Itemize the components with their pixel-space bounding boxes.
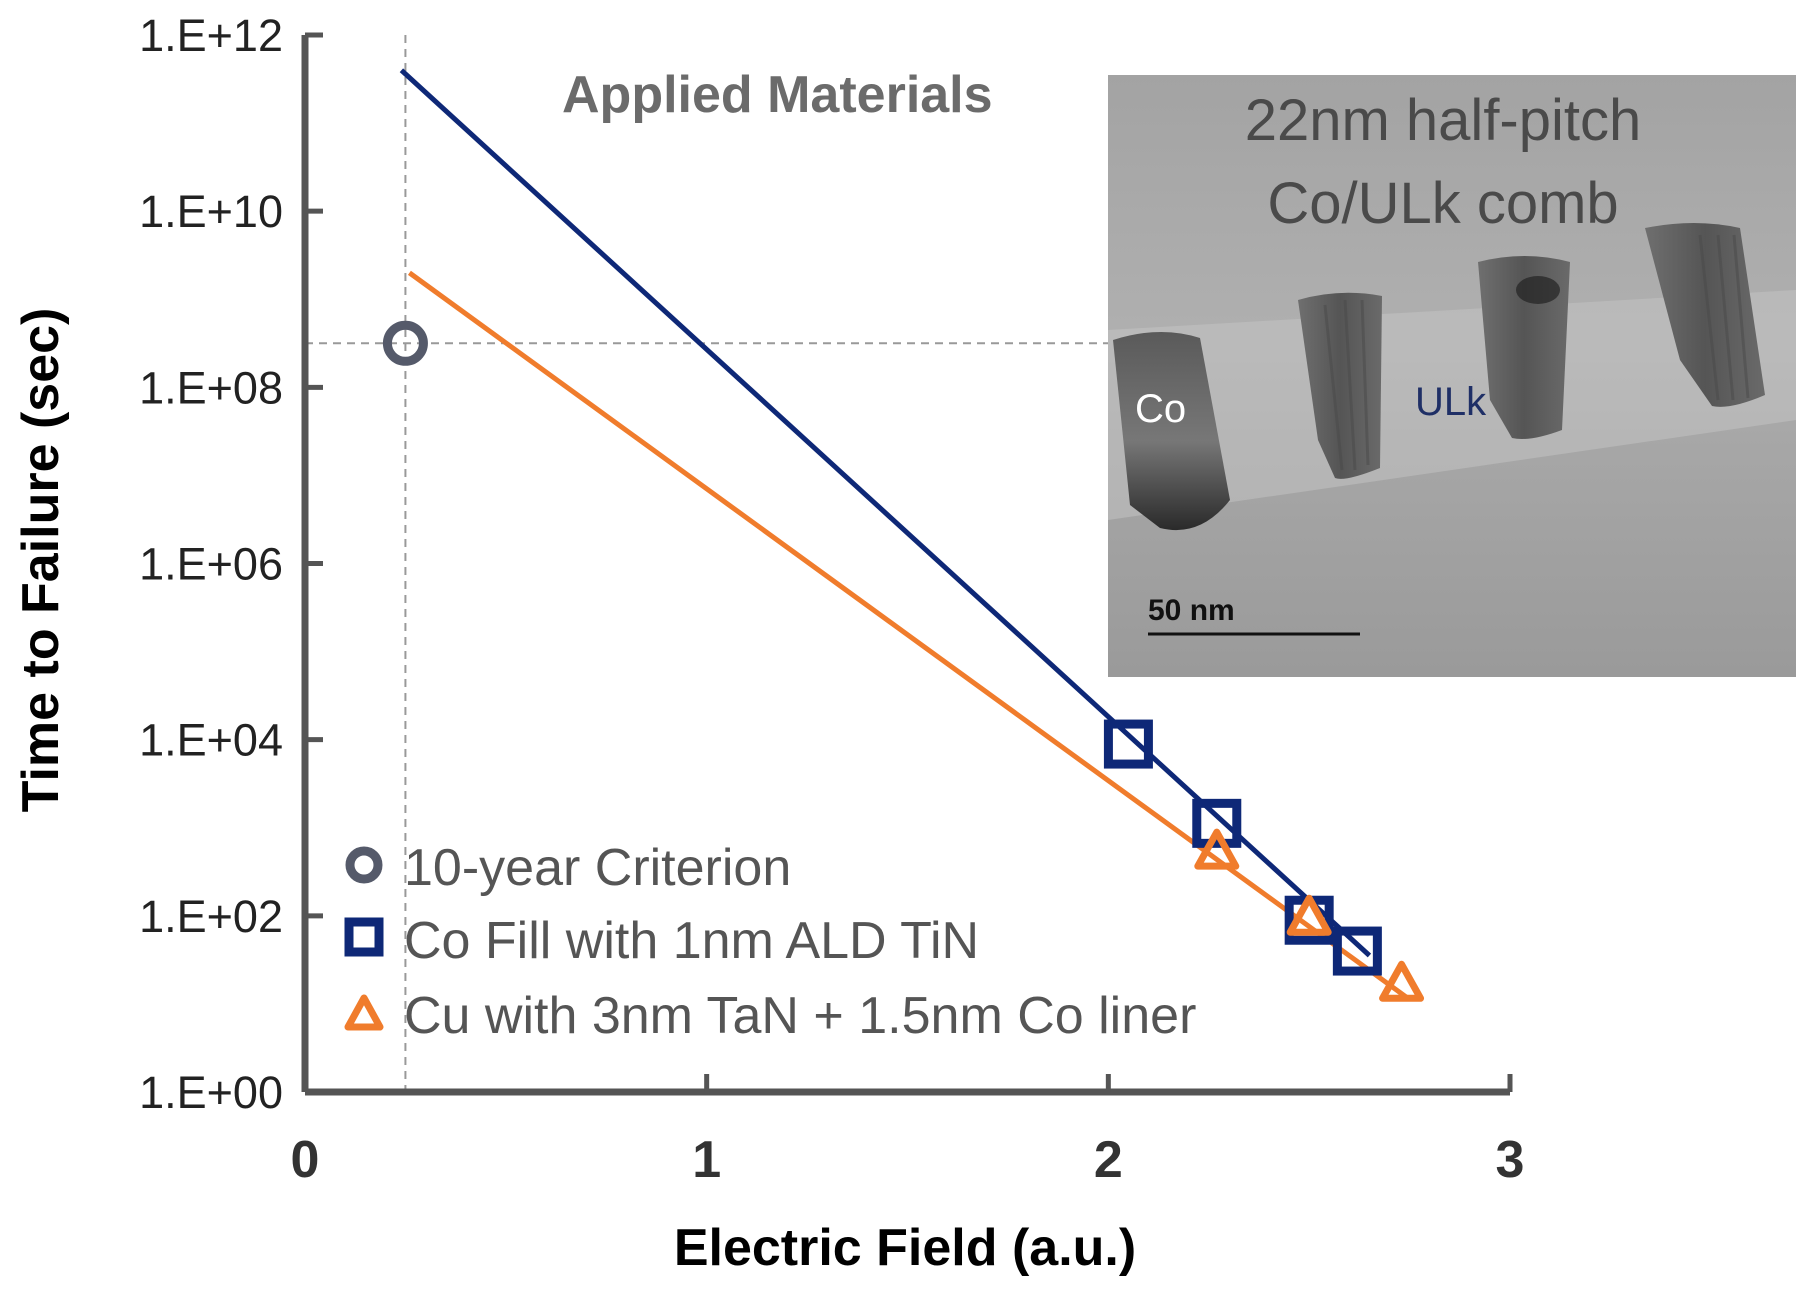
y-tick-label: 1.E+04 [139, 715, 283, 766]
legend-label-co-fill: Co Fill with 1nm ALD TiN [404, 912, 979, 970]
x-tick-label: 1 [692, 1131, 721, 1189]
applied-materials-annotation: Applied Materials [562, 66, 993, 124]
x-tick-label: 2 [1094, 1131, 1123, 1189]
fit-lines [399, 68, 1412, 1002]
legend-triangle-icon [344, 994, 384, 1031]
x-axis-ticks: 0 1 2 3 [291, 1131, 1525, 1189]
co-via-1 [1113, 331, 1230, 531]
legend-square-icon [344, 917, 384, 957]
y-axis-title: Time to Failure (sec) [12, 308, 70, 813]
co-fill-point [1103, 719, 1153, 769]
criterion-point [382, 320, 428, 366]
reference-lines [305, 35, 1108, 1092]
axes [301, 32, 1513, 1096]
legend: 10-year Criterion Co Fill with 1nm ALD T… [344, 839, 1196, 1045]
fit-line-series-2 [407, 270, 1412, 1002]
x-tick-label: 0 [291, 1131, 320, 1189]
scale-bar-label: 50 nm [1148, 594, 1235, 627]
inset-co-label: Co [1135, 387, 1186, 431]
legend-label-criterion: 10-year Criterion [404, 839, 791, 897]
co-fill-point [1332, 926, 1382, 976]
legend-label-cu: Cu with 3nm TaN + 1.5nm Co liner [404, 987, 1196, 1045]
y-tick-label: 1.E+00 [139, 1067, 283, 1118]
cu-point [1379, 960, 1425, 1002]
y-tick-label: 1.E+12 [139, 10, 283, 61]
y-axis-ticks: 1.E+00 1.E+02 1.E+04 1.E+06 1.E+08 1.E+10 1.E+… [139, 10, 283, 1118]
inset-micrograph: 22nm half-pitch Co/ULk comb Co ULk 50 nm [1108, 75, 1796, 677]
x-tick-label: 3 [1496, 1131, 1525, 1189]
cu-point [1194, 828, 1240, 870]
co-via-2 [1298, 292, 1382, 479]
fit-line-series-1 [399, 68, 1372, 958]
y-tick-label: 1.E+02 [139, 891, 283, 942]
inset-ulk-label: ULk [1415, 380, 1487, 424]
co-via-4 [1645, 223, 1765, 407]
co-fill-point [1192, 798, 1242, 848]
data-markers [382, 320, 1425, 1002]
cu-point [1286, 894, 1332, 936]
legend-circle-icon [345, 846, 383, 884]
y-tick-label: 1.E+06 [139, 539, 283, 590]
y-tick-label: 1.E+08 [139, 362, 283, 413]
inset-title-line1: 22nm half-pitch [1245, 88, 1642, 153]
y-tick-label: 1.E+10 [139, 186, 283, 237]
x-axis-title: Electric Field (a.u.) [674, 1219, 1136, 1277]
inset-title-line2: Co/ULk comb [1267, 171, 1618, 236]
